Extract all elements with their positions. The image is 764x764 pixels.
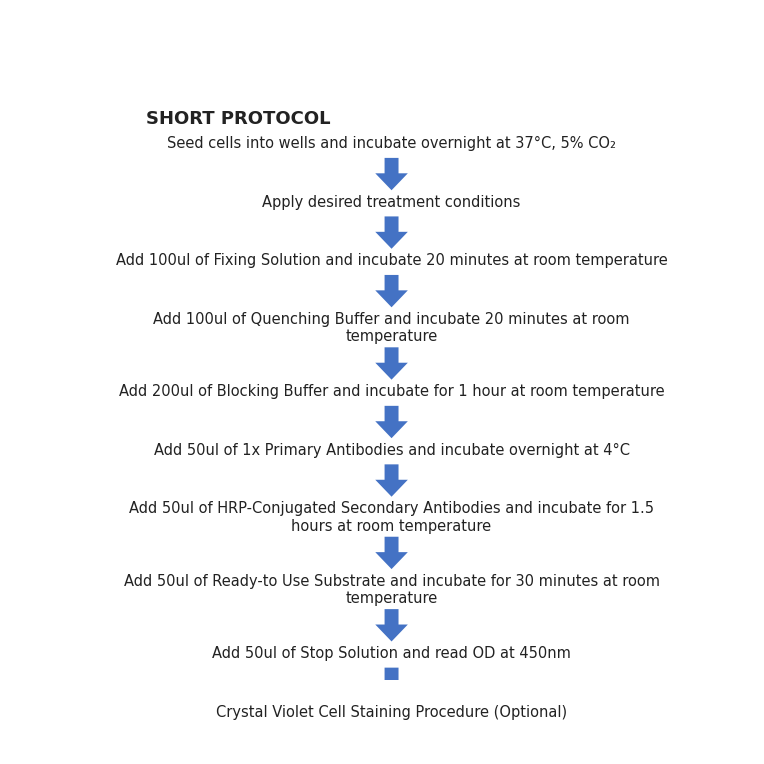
Text: SHORT PROTOCOL: SHORT PROTOCOL	[146, 110, 330, 128]
Text: Add 100ul of Quenching Buffer and incubate 20 minutes at room
temperature: Add 100ul of Quenching Buffer and incuba…	[154, 312, 630, 345]
Polygon shape	[375, 275, 408, 307]
Polygon shape	[375, 537, 408, 569]
Text: Add 200ul of Blocking Buffer and incubate for 1 hour at room temperature: Add 200ul of Blocking Buffer and incubat…	[118, 384, 665, 400]
Polygon shape	[375, 609, 408, 642]
Polygon shape	[375, 348, 408, 380]
Text: Add 50ul of HRP-Conjugated Secondary Antibodies and incubate for 1.5
hours at ro: Add 50ul of HRP-Conjugated Secondary Ant…	[129, 501, 654, 534]
Text: Seed cells into wells and incubate overnight at 37°C, 5% CO₂: Seed cells into wells and incubate overn…	[167, 136, 616, 151]
Polygon shape	[375, 668, 408, 700]
Polygon shape	[375, 465, 408, 497]
Polygon shape	[375, 158, 408, 190]
Text: Crystal Violet Cell Staining Procedure (Optional): Crystal Violet Cell Staining Procedure (…	[216, 704, 567, 720]
Text: Add 50ul of Stop Solution and read OD at 450nm: Add 50ul of Stop Solution and read OD at…	[212, 646, 571, 661]
Polygon shape	[375, 216, 408, 249]
Polygon shape	[375, 406, 408, 439]
Text: Add 50ul of Ready-to Use Substrate and incubate for 30 minutes at room
temperatu: Add 50ul of Ready-to Use Substrate and i…	[124, 574, 659, 606]
Text: Add 100ul of Fixing Solution and incubate 20 minutes at room temperature: Add 100ul of Fixing Solution and incubat…	[115, 254, 668, 268]
Text: Add 50ul of 1x Primary Antibodies and incubate overnight at 4°C: Add 50ul of 1x Primary Antibodies and in…	[154, 443, 630, 458]
Text: Apply desired treatment conditions: Apply desired treatment conditions	[262, 195, 521, 210]
